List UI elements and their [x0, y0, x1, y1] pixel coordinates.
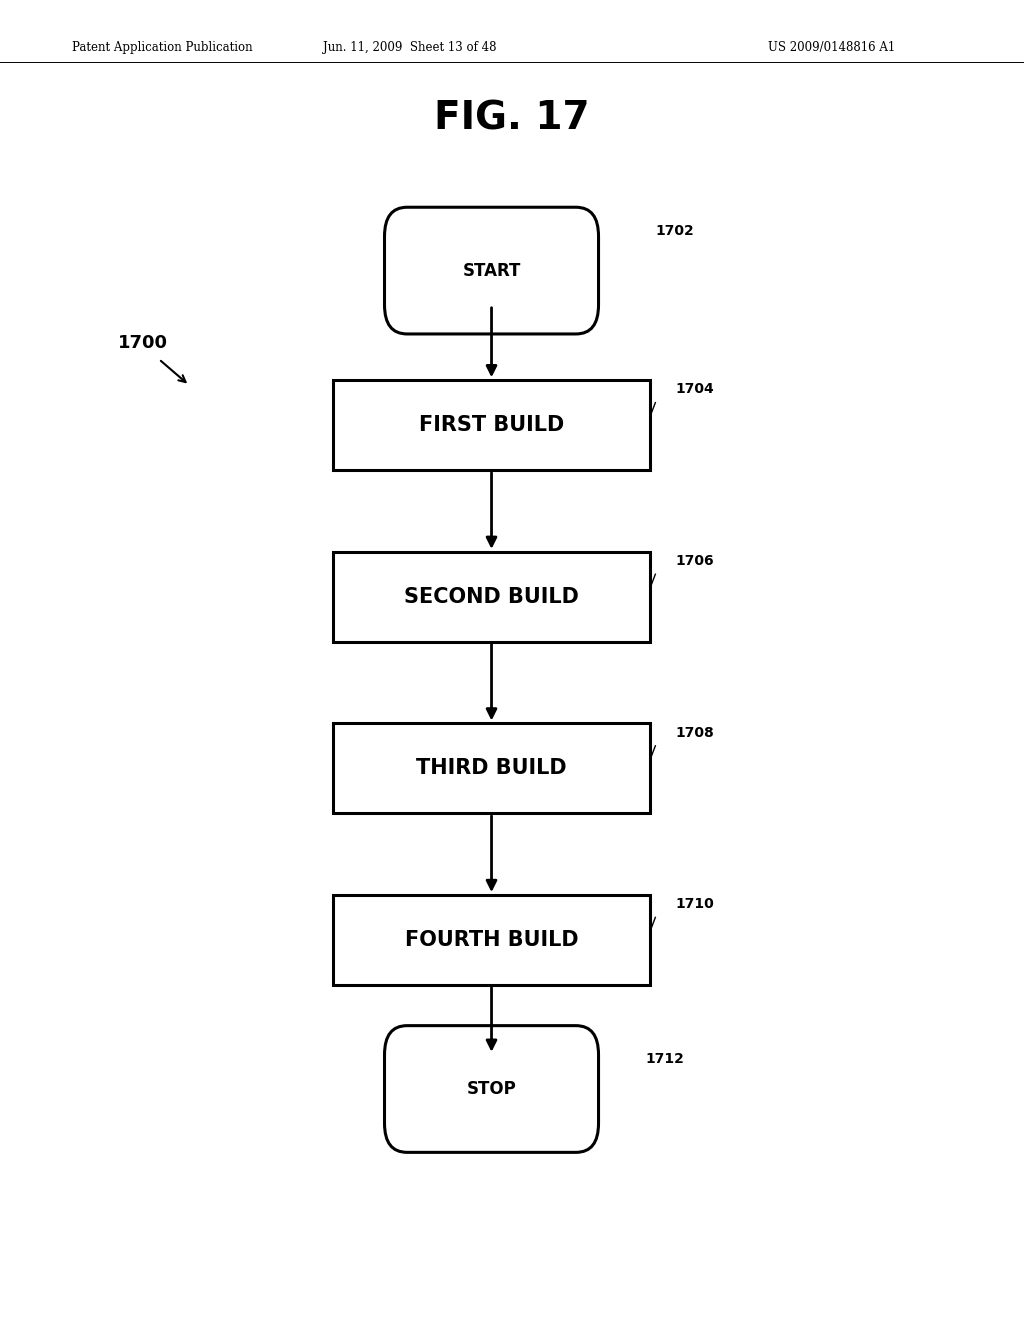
FancyBboxPatch shape [384, 1026, 598, 1152]
Text: SECOND BUILD: SECOND BUILD [404, 586, 579, 607]
Text: 1710: 1710 [676, 898, 715, 911]
Text: Patent Application Publication: Patent Application Publication [72, 41, 252, 54]
Text: 1700: 1700 [118, 334, 168, 352]
Text: Jun. 11, 2009  Sheet 13 of 48: Jun. 11, 2009 Sheet 13 of 48 [323, 41, 497, 54]
Text: 1712: 1712 [645, 1052, 684, 1065]
Text: 1704: 1704 [676, 383, 715, 396]
Text: THIRD BUILD: THIRD BUILD [416, 758, 567, 779]
Text: 1706: 1706 [676, 554, 715, 568]
FancyBboxPatch shape [384, 207, 598, 334]
Text: US 2009/0148816 A1: US 2009/0148816 A1 [768, 41, 895, 54]
Text: FOURTH BUILD: FOURTH BUILD [404, 929, 579, 950]
Text: STOP: STOP [467, 1080, 516, 1098]
FancyBboxPatch shape [333, 552, 650, 642]
Text: FIG. 17: FIG. 17 [434, 100, 590, 137]
Text: START: START [462, 261, 521, 280]
Text: FIRST BUILD: FIRST BUILD [419, 414, 564, 436]
FancyBboxPatch shape [333, 380, 650, 470]
Text: 1708: 1708 [676, 726, 715, 739]
FancyBboxPatch shape [333, 723, 650, 813]
Text: 1702: 1702 [655, 224, 694, 238]
FancyBboxPatch shape [333, 895, 650, 985]
